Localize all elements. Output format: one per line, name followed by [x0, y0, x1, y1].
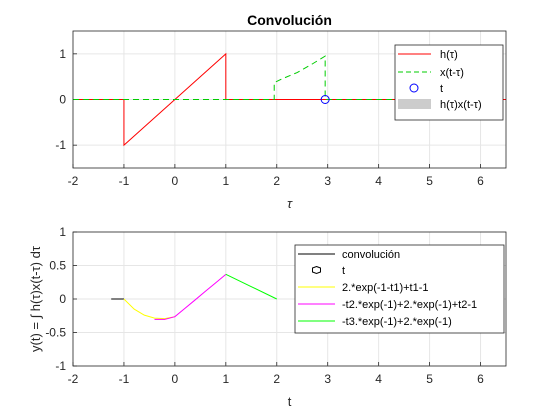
- x-tick-labels: -2 -1 0 1 2 3 4 5 6: [68, 372, 485, 386]
- chart-convolution-result: -2 -1 0 1 2 3 4 5 6 -1-0.500.51 t y(t) = ∫ h(τ)x…: [28, 225, 507, 409]
- legend-label-t: t: [342, 265, 345, 277]
- axes-frame: [72, 30, 507, 169]
- y-tick-label: 0: [59, 93, 66, 107]
- x-tick-labels: -2 -1 0 1 2 3 4 5 6: [68, 174, 485, 188]
- legend-marker-t: [312, 265, 321, 275]
- y-tick-label: -1: [55, 138, 66, 152]
- x-tick-label: 2: [273, 174, 280, 188]
- x-tick-label: 1: [222, 174, 229, 188]
- legend-swatch-area: [398, 99, 431, 109]
- x-tick-label: 4: [375, 372, 382, 386]
- series-1-2-line: [123, 298, 175, 320]
- x-axis-label: t: [288, 394, 292, 409]
- legend: convolución t 2.*exp(-1-t1)+t1-1 -t2.*ex…: [294, 244, 505, 334]
- legend-label-convolution: convolución: [342, 249, 400, 261]
- legend-box: [294, 244, 505, 334]
- x-axis-label: τ: [287, 196, 293, 211]
- x-tick-label: -1: [119, 372, 130, 386]
- legend: h(τ) x(t-τ) t h(τ)x(t-τ): [394, 44, 504, 121]
- x-tick-label: -1: [119, 174, 130, 188]
- x-tick-label: -2: [68, 372, 79, 386]
- chart-convolution-top: Convolución -2 -1 0 1 2 3 4 5 6 -1 0 1 τ h(τ) x(t-…: [55, 12, 507, 211]
- y-tick-label: -0.5: [45, 326, 66, 340]
- x-tick-label: 3: [324, 372, 331, 386]
- y-tick-labels: -1 0 1: [55, 47, 66, 152]
- legend-label-seg2: -t2.*exp(-1)+2.*exp(-1)+t2-1: [342, 299, 477, 311]
- plot-series: [111, 273, 277, 320]
- x-tick-label: 4: [375, 174, 382, 188]
- y-tick-labels: -1 -0.5 0 0.5 1: [45, 225, 66, 373]
- x-tick-label: 5: [426, 174, 433, 188]
- series-1-3-line: [154, 273, 227, 320]
- x-tick-label: 2: [273, 372, 280, 386]
- legend-label-area: h(τ)x(t-τ): [440, 99, 482, 111]
- x-tick-label: 0: [172, 174, 179, 188]
- x-tick-label: 6: [477, 372, 484, 386]
- legend-label-h: h(τ): [440, 49, 458, 61]
- x-tick-label: 6: [477, 174, 484, 188]
- x-tick-label: 5: [426, 372, 433, 386]
- chart-title: Convolución: [247, 12, 332, 28]
- series-1-4-line: [225, 273, 277, 300]
- x-tick-label: 3: [324, 174, 331, 188]
- legend-label-x: x(t-τ): [440, 67, 464, 79]
- legend-marker-t: [409, 83, 419, 93]
- x-tick-label: -2: [68, 174, 79, 188]
- legend-label-seg1: 2.*exp(-1-t1)+t1-1: [342, 282, 429, 294]
- plot-series: [73, 52, 506, 147]
- y-tick-label: 0: [59, 292, 66, 306]
- series-0-2-point: [320, 95, 330, 104]
- x-tick-label: 0: [172, 372, 179, 386]
- series-0-1-line: [73, 55, 506, 100]
- legend-label-t: t: [440, 83, 443, 95]
- x-tick-label: 1: [222, 372, 229, 386]
- y-axis-label: y(t) = ∫ h(τ)x(t-τ) dτ: [28, 245, 43, 352]
- y-tick-label: 1: [59, 47, 66, 61]
- y-tick-label: 0.5: [49, 259, 66, 273]
- axes-frame: [72, 231, 507, 367]
- legend-label-seg3: -t3.*exp(-1)+2.*exp(-1): [342, 316, 452, 328]
- y-tick-label: -1: [55, 359, 66, 373]
- y-tick-label: 1: [59, 225, 66, 239]
